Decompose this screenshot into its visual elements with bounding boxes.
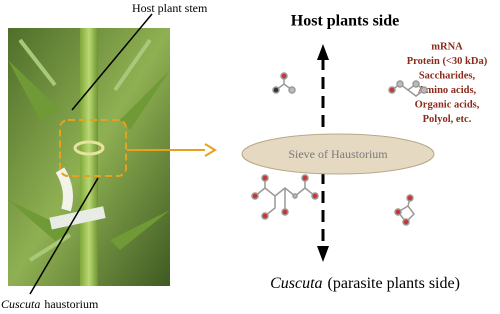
label-text: haustorium (44, 297, 99, 311)
highlight-box (59, 119, 127, 177)
molecule-list: mRNA Protein (<30 kDa) Saccharides, Amino a… (407, 41, 488, 125)
sieve-ellipse (241, 133, 435, 175)
molecule-item: Polyol, etc. (423, 114, 472, 125)
leaves (8, 60, 170, 250)
molecule-item: Organic acids, (415, 99, 480, 110)
genus: Cuscuta (1, 297, 40, 311)
label-text: (parasite plants side) (328, 275, 460, 292)
photo (8, 28, 170, 286)
molecule-item: Protein (<30 kDa) (407, 56, 488, 67)
stem-label: Host plant stem (132, 1, 208, 15)
zoom-arrowhead (204, 143, 217, 157)
genus: Cuscuta (270, 275, 322, 292)
haustorium-coil (73, 140, 105, 156)
sieve-label: Sieve of Haustorium (288, 147, 388, 161)
molecule-item: mRNA (431, 41, 463, 52)
pointer-line (71, 13, 153, 111)
molecule-item: Saccharides, (419, 70, 476, 81)
leaf-veins (18, 38, 152, 262)
molecule-icons (251, 72, 428, 226)
tape (49, 206, 106, 230)
haustorium-label: Cuscuta haustorium (1, 297, 99, 311)
stem (80, 28, 98, 286)
molecule-item: Amino acids, (418, 85, 477, 96)
host-side-title: Host plants side (291, 13, 399, 30)
parasite-side-label: Cuscuta (parasite plants side) (270, 275, 460, 292)
pointer-line (29, 177, 99, 295)
